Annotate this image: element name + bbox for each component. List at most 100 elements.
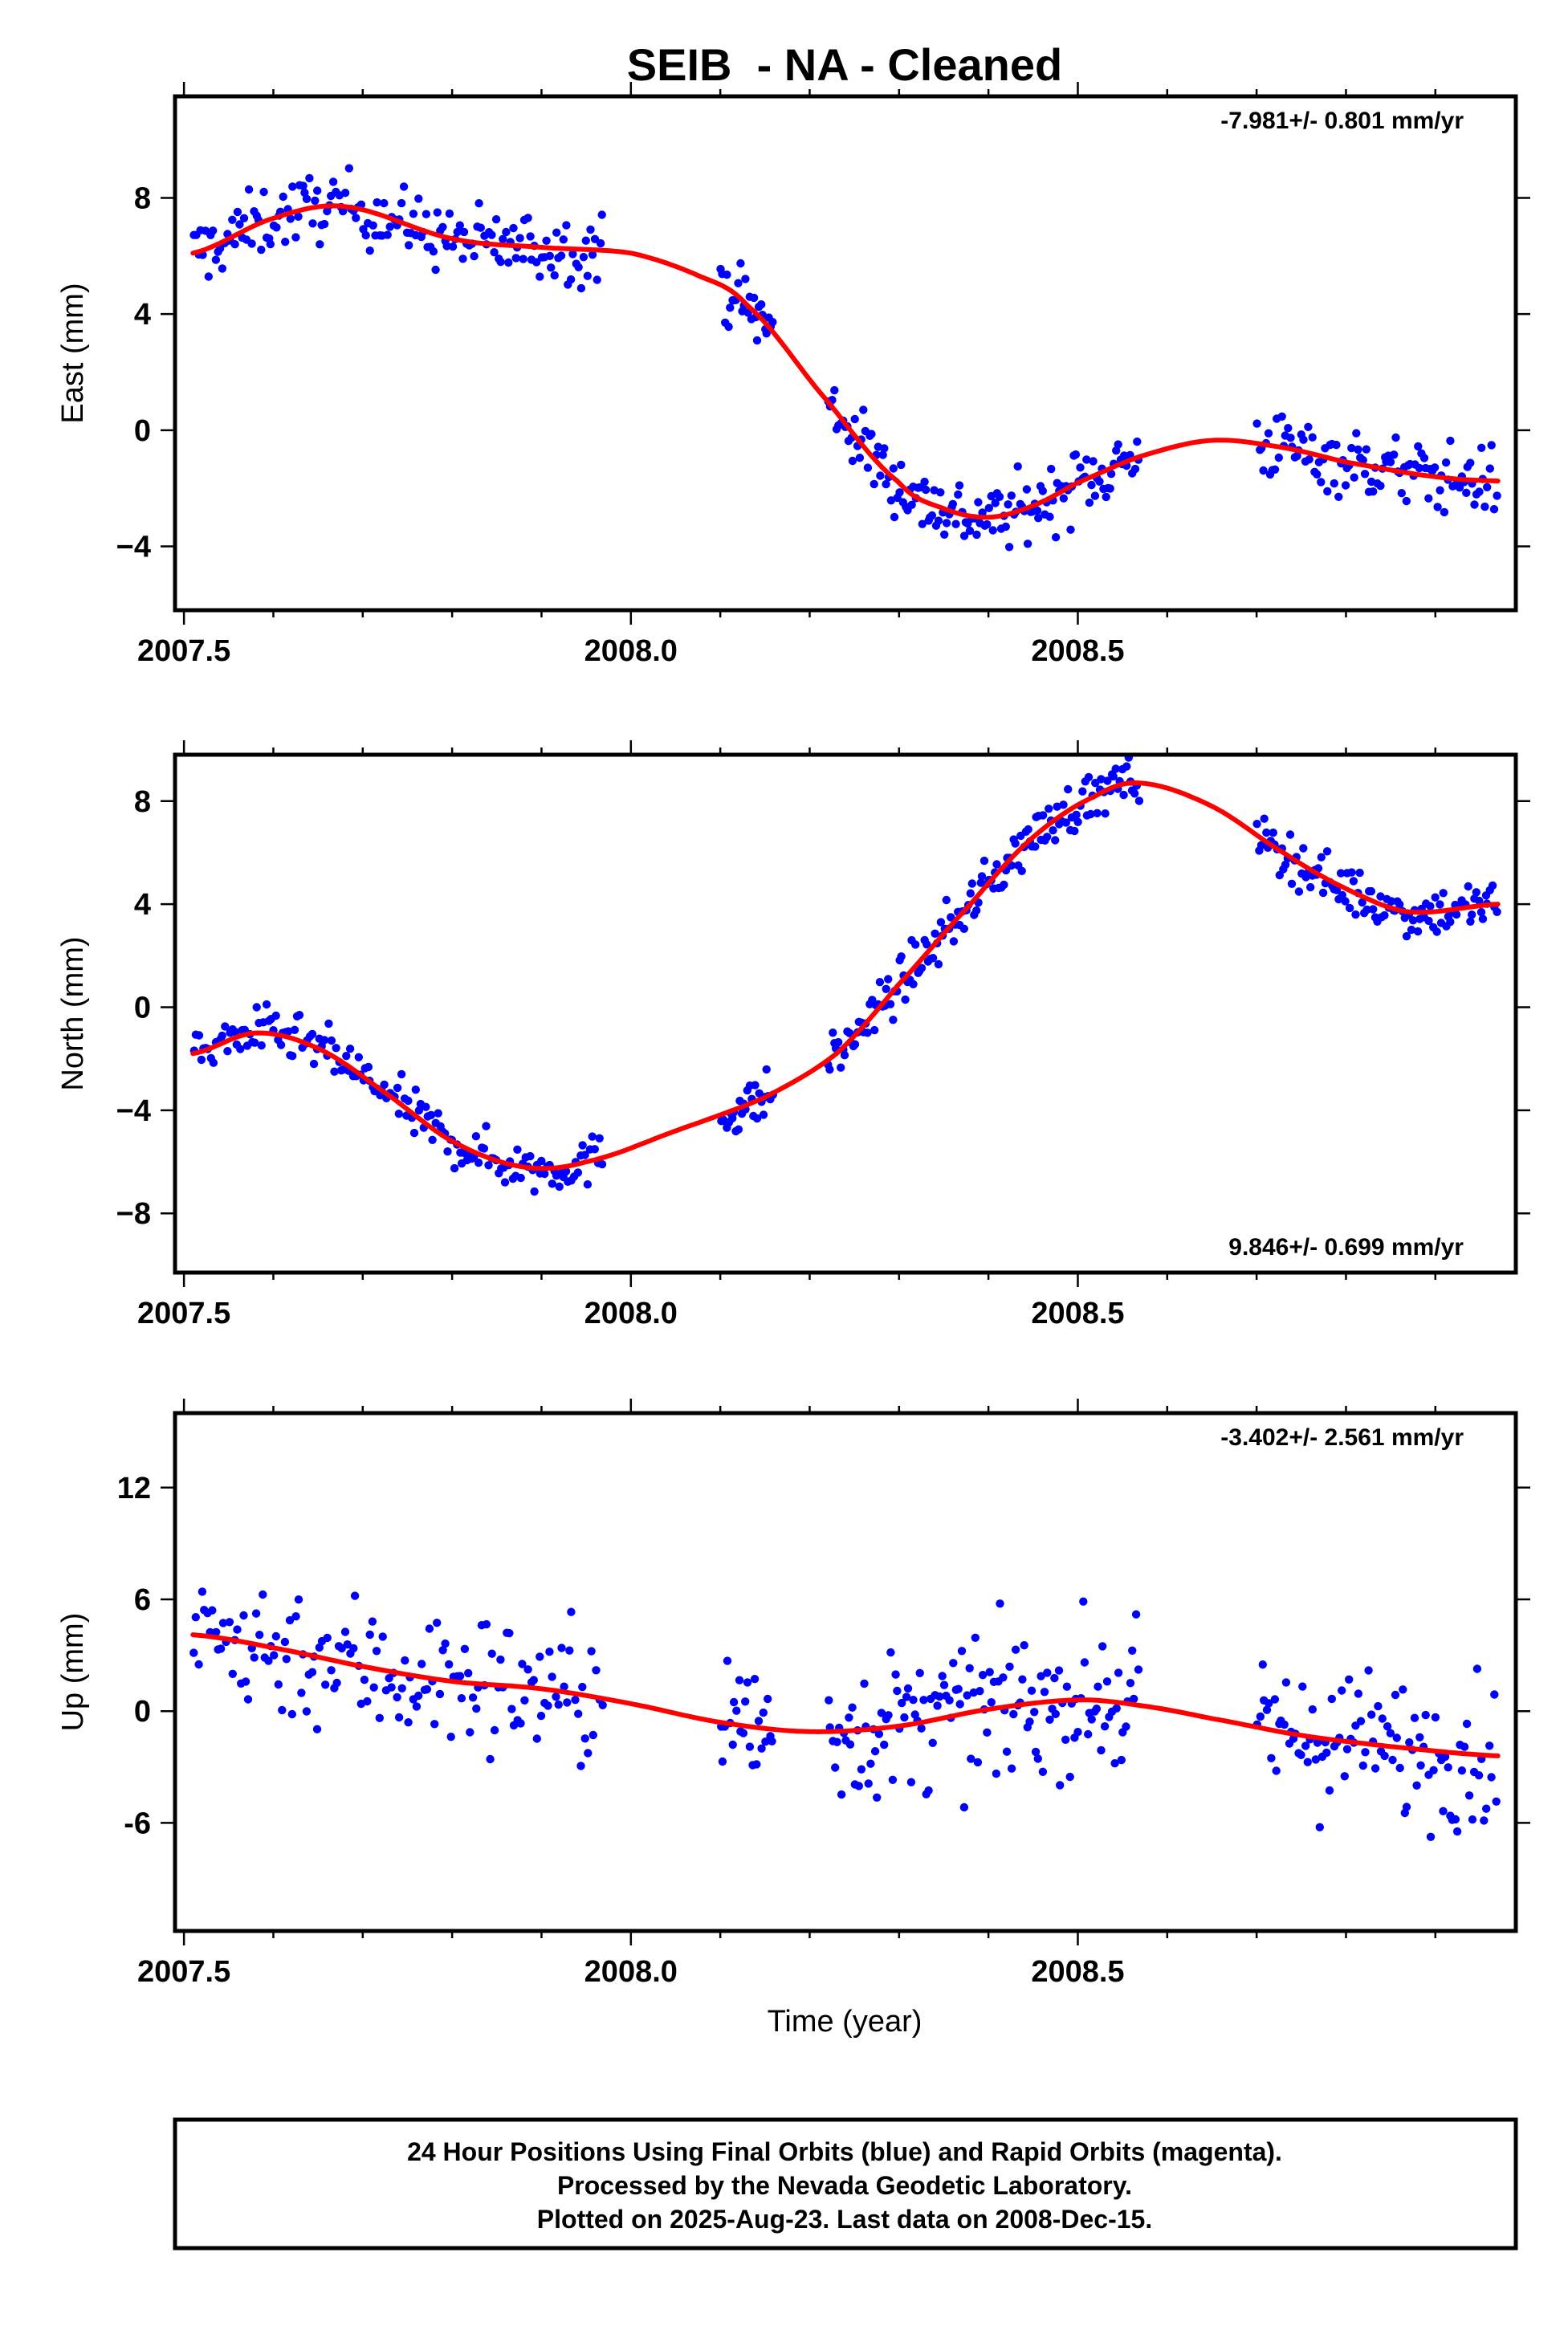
data-point [565, 1646, 574, 1655]
data-point [442, 242, 451, 251]
data-point [255, 1631, 264, 1640]
data-point [882, 479, 890, 489]
data-point [1101, 809, 1110, 818]
data-point [1313, 470, 1322, 479]
data-point [302, 1707, 312, 1716]
data-point [949, 937, 959, 946]
footer-box [173, 2117, 1518, 2251]
data-point [218, 1619, 228, 1627]
data-point [1080, 1658, 1089, 1667]
rate-label: -3.402+/- 2.561 mm/yr [1220, 1424, 1464, 1451]
data-point [1475, 896, 1484, 906]
data-point [1059, 494, 1069, 503]
data-point [732, 1706, 741, 1715]
data-point [471, 1132, 481, 1141]
data-point [1421, 1710, 1430, 1720]
data-point [759, 1708, 768, 1717]
data-point [589, 1730, 597, 1740]
data-point [1270, 1695, 1280, 1704]
data-point [352, 214, 360, 222]
data-point [1098, 1642, 1107, 1651]
data-point [1070, 826, 1079, 836]
data-point [1472, 1664, 1482, 1673]
x-tick-label: 2007.5 [137, 1297, 230, 1330]
data-point [1005, 1662, 1014, 1671]
data-point [750, 1675, 760, 1684]
data-point [1376, 481, 1385, 491]
data-point [578, 1682, 587, 1692]
data-point [1131, 1610, 1141, 1619]
data-point [228, 215, 237, 224]
data-point [1267, 1754, 1276, 1762]
data-point [544, 1701, 552, 1710]
data-point [886, 496, 896, 505]
data-point [959, 532, 969, 540]
data-point [596, 238, 605, 248]
data-point [438, 222, 447, 231]
data-point [327, 1666, 336, 1675]
data-point [1476, 907, 1486, 917]
data-point [290, 1025, 299, 1035]
data-point [1066, 525, 1075, 534]
data-point [1095, 477, 1104, 486]
data-point [1033, 1754, 1043, 1763]
data-point [320, 1036, 329, 1045]
data-point [1269, 828, 1278, 837]
data-point [431, 265, 440, 275]
data-point [479, 1144, 489, 1153]
data-point [975, 1687, 984, 1696]
data-point [974, 498, 983, 507]
data-point [1051, 533, 1061, 542]
data-point [906, 1778, 916, 1786]
data-point [726, 303, 735, 312]
data-point [574, 263, 583, 271]
data-point [1284, 424, 1293, 433]
data-point [1468, 910, 1476, 919]
data-point [951, 519, 960, 528]
data-point [1073, 1728, 1082, 1737]
data-point [907, 500, 916, 509]
data-point [598, 1701, 607, 1709]
data-point [414, 1106, 424, 1115]
data-point [597, 1159, 607, 1169]
data-point [1433, 503, 1442, 511]
data-point [1286, 434, 1295, 442]
data-point [499, 234, 507, 243]
x-tick-label: 2008.0 [584, 634, 678, 668]
data-point [271, 1011, 280, 1020]
footer-line-3: Plotted on 2025-Aug-23. Last data on 200… [537, 2205, 1152, 2234]
data-point [560, 1682, 568, 1691]
data-point [757, 1744, 766, 1753]
data-point [490, 248, 499, 257]
data-point [434, 1109, 442, 1118]
data-point [474, 1159, 483, 1167]
data-point [1133, 437, 1142, 446]
data-point [1007, 491, 1016, 500]
data-point [949, 1659, 958, 1668]
data-point [1045, 512, 1054, 521]
data-point [438, 1646, 447, 1655]
data-point [1482, 1804, 1491, 1813]
data-point [578, 1141, 587, 1150]
data-point [557, 1644, 566, 1652]
data-point [963, 1691, 971, 1700]
data-point [429, 247, 438, 256]
data-point [900, 1713, 909, 1722]
data-point [491, 215, 501, 224]
data-point [884, 975, 893, 984]
data-point [985, 1668, 994, 1676]
data-point [955, 481, 964, 490]
data-point [1431, 1713, 1440, 1722]
data-point [446, 1733, 455, 1741]
data-point [1047, 464, 1056, 474]
data-point [271, 1631, 280, 1641]
data-point [1362, 445, 1371, 454]
data-point [209, 1058, 218, 1067]
data-point [244, 185, 254, 194]
data-point [1460, 1742, 1469, 1751]
data-point [959, 924, 969, 934]
data-point [922, 940, 931, 949]
data-point [895, 488, 904, 497]
data-point [1345, 903, 1354, 913]
data-point [1054, 1666, 1064, 1675]
